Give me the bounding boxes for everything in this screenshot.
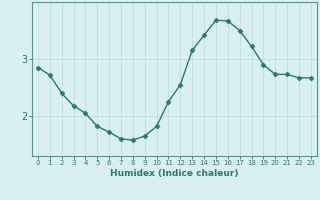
X-axis label: Humidex (Indice chaleur): Humidex (Indice chaleur) xyxy=(110,169,239,178)
